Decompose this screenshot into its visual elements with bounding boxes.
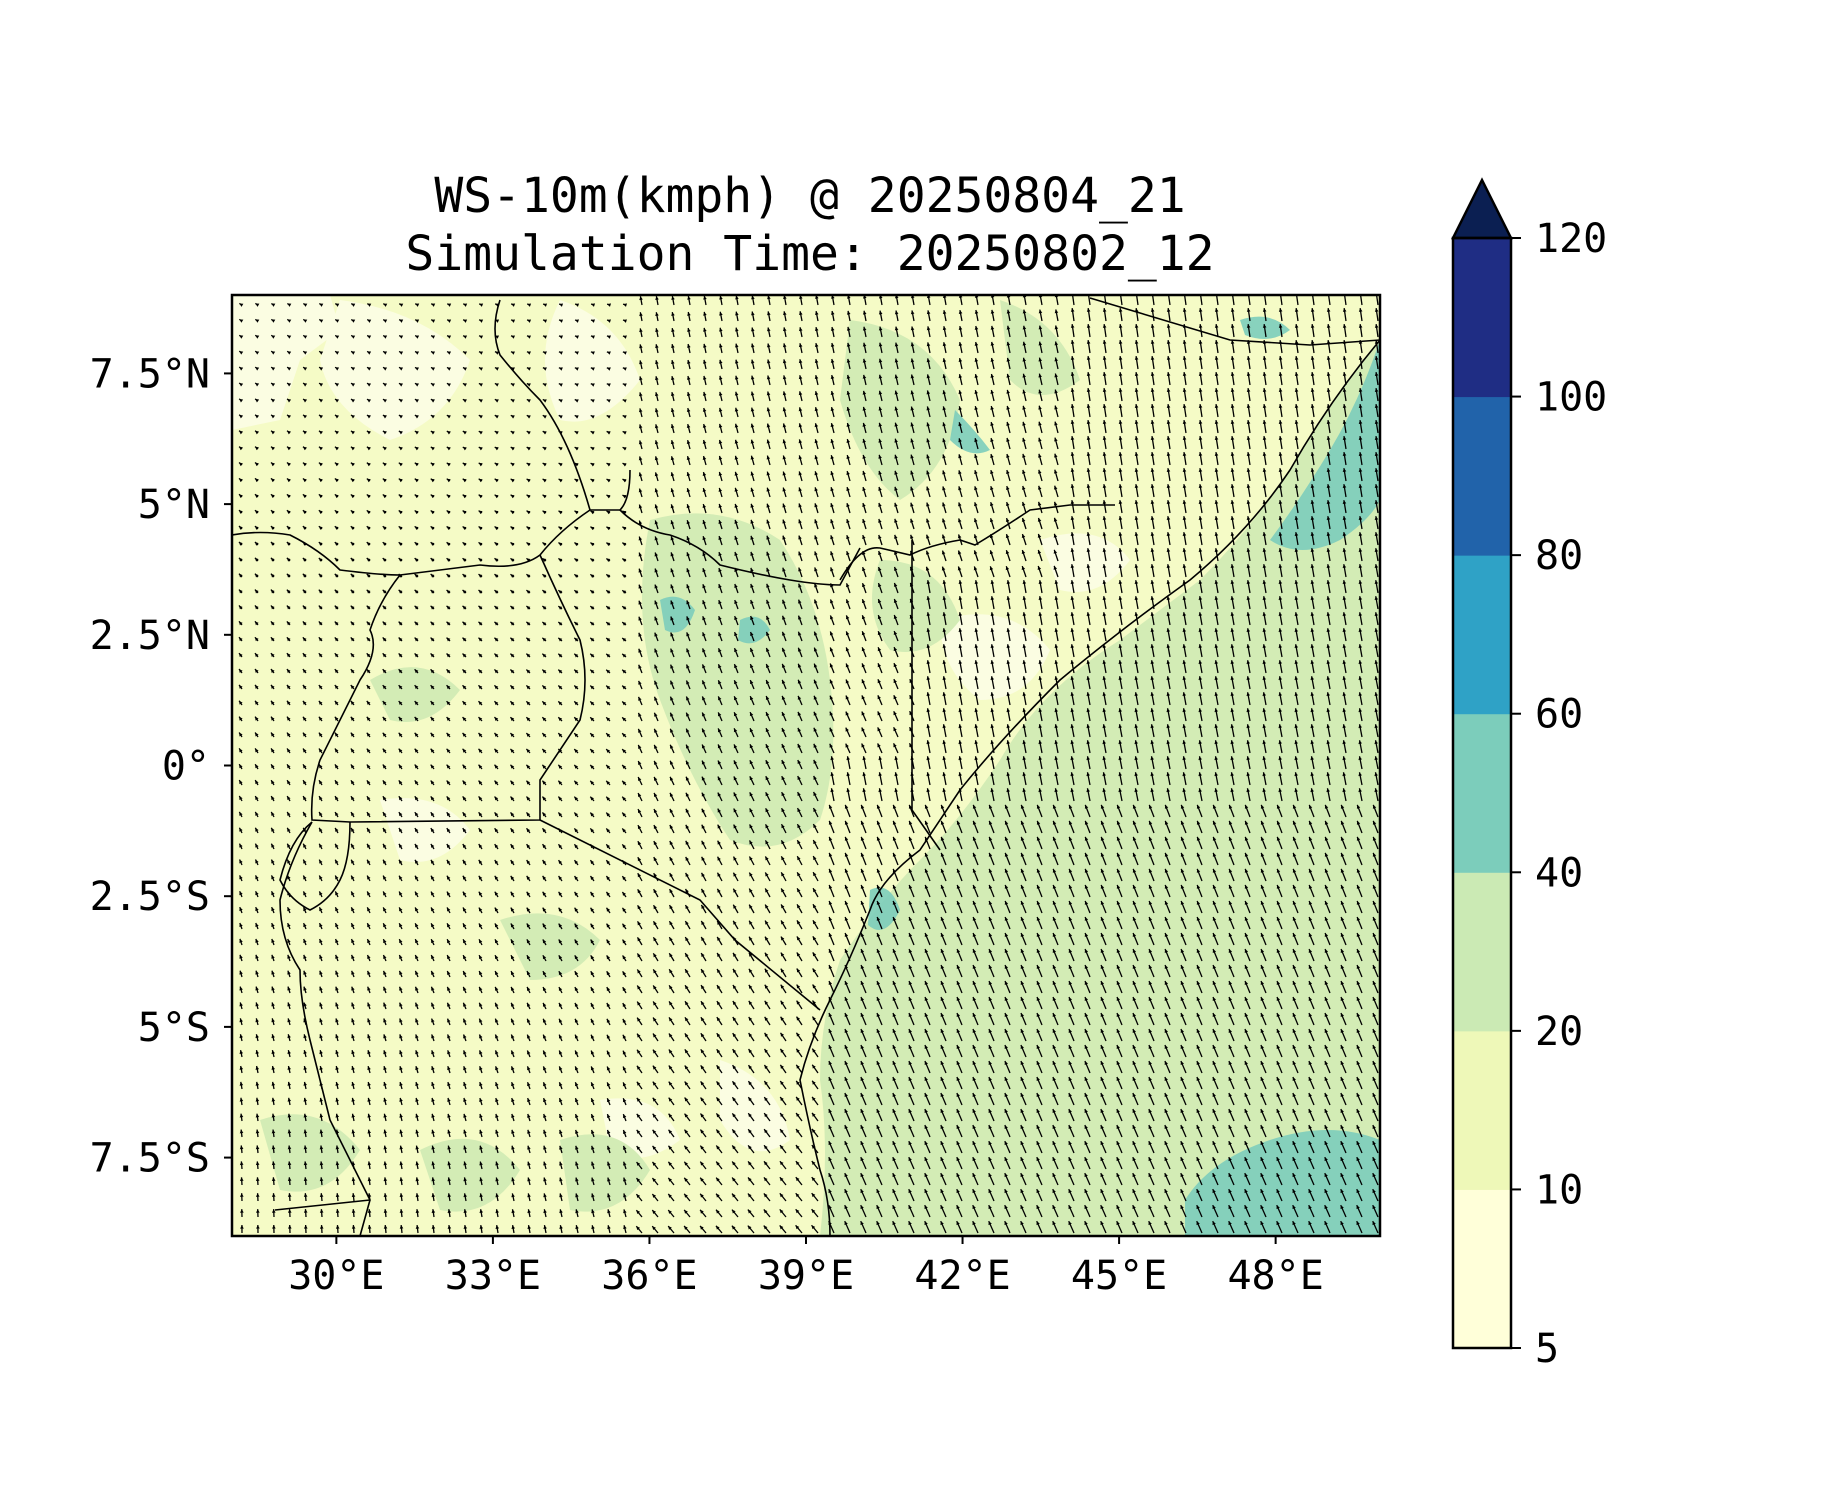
border-uganda	[310, 554, 586, 823]
colorbar-segment	[1453, 238, 1511, 398]
colorbar-segment	[1453, 872, 1511, 1032]
y-tick-label: 7.5°N	[90, 351, 210, 397]
y-tick-label: 0°	[162, 744, 210, 790]
chart-title-line-1: WS-10m(kmph) @ 20250804_21	[434, 168, 1186, 224]
colorbar-segment	[1453, 396, 1511, 556]
map-area	[232, 295, 1380, 1236]
moderate-wind-zones	[260, 295, 1380, 1236]
chart-title-line-2: Simulation Time: 20250802_12	[405, 226, 1215, 282]
colorbar-label: 20	[1535, 1009, 1583, 1055]
colorbar-label: 120	[1535, 216, 1607, 262]
colorbar-label: 60	[1535, 692, 1583, 738]
colorbar-extend-arrow	[1450, 177, 1514, 240]
border-kenya-tanzania	[539, 819, 821, 1011]
wind-vector-arrows	[238, 295, 1379, 1234]
x-tick-label: 39°E	[758, 1253, 854, 1299]
x-tick-label: 30°E	[288, 1253, 384, 1299]
x-tick-label: 36°E	[601, 1253, 697, 1299]
colorbar-segment	[1453, 1189, 1511, 1349]
x-tick-label: 33°E	[445, 1253, 541, 1299]
x-axis-ticks: 30°E 33°E 36°E 39°E 42°E 45°E 48°E	[288, 1236, 1324, 1299]
border-tanzania-west	[274, 821, 371, 1236]
border-kenya-somalia	[911, 540, 941, 851]
country-borders	[232, 297, 1380, 1236]
border-somalia-ethiopia	[839, 297, 1380, 581]
colorbar-segment	[1453, 1030, 1511, 1190]
colorbar-label: 10	[1535, 1167, 1583, 1213]
y-tick-label: 7.5°S	[90, 1136, 210, 1182]
colorbar-segment	[1453, 713, 1511, 873]
colorbar-frame	[1451, 236, 1513, 1350]
coastline	[799, 339, 1380, 1236]
colorbar-label: 100	[1535, 375, 1607, 421]
y-tick-label: 5°N	[138, 482, 210, 528]
y-axis-ticks: 7.5°N 5°N 2.5°N 0° 2.5°S 5°S 7.5°S	[90, 351, 232, 1182]
y-tick-label: 2.5°N	[90, 613, 210, 659]
colorbar-label: 5	[1535, 1326, 1559, 1372]
x-tick-label: 45°E	[1071, 1253, 1167, 1299]
x-tick-label: 48°E	[1227, 1253, 1323, 1299]
x-tick-label: 42°E	[914, 1253, 1010, 1299]
colorbar: 5 10 20 40 60 80 100 120	[1450, 177, 1607, 1372]
colorbar-label: 40	[1535, 850, 1583, 896]
colorbar-segment	[1453, 555, 1511, 715]
border-rwanda-burundi	[279, 821, 351, 911]
border-kenya-ethiopia	[619, 509, 861, 586]
border-south-sudan	[232, 299, 631, 576]
colorbar-label: 80	[1535, 533, 1583, 579]
y-tick-label: 5°S	[138, 1005, 210, 1051]
y-tick-label: 2.5°S	[90, 874, 210, 920]
